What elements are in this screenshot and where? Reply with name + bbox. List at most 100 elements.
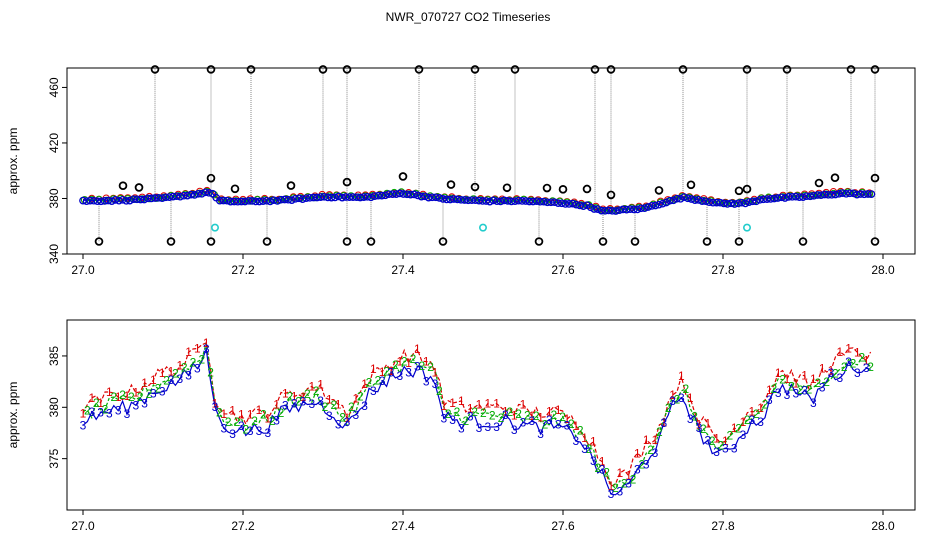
top-series-3-point bbox=[521, 197, 530, 205]
bottom-series-2-marker: 2 bbox=[190, 355, 197, 369]
top-series-3-point bbox=[683, 194, 692, 203]
top-series-3-point bbox=[395, 189, 404, 198]
top-series-3-point bbox=[579, 202, 588, 210]
bottom-series-3-marker: 3 bbox=[124, 407, 131, 421]
top-outlier-mid bbox=[542, 183, 552, 193]
bottom-series-3-marker: 3 bbox=[458, 422, 465, 436]
bottom-series-3-marker: 3 bbox=[449, 413, 456, 427]
top-series-3-point bbox=[323, 193, 332, 202]
top-series-3-point bbox=[251, 197, 260, 206]
bottom-series-3-marker: 3 bbox=[476, 421, 483, 435]
top-series-3-point bbox=[352, 193, 361, 202]
bottom-series-2-marker: 2 bbox=[753, 407, 760, 421]
top-series-3-point bbox=[741, 199, 750, 208]
bottom-series-2-marker: 2 bbox=[251, 414, 258, 428]
bottom-series-1-marker: 1 bbox=[238, 408, 245, 422]
bottom-series-2-marker: 2 bbox=[410, 352, 417, 366]
top-series-3-point bbox=[172, 192, 181, 201]
top-series-3-point bbox=[482, 197, 491, 205]
top-flagged-point bbox=[211, 223, 220, 232]
bottom-series-1-marker: 1 bbox=[616, 466, 623, 480]
top-outlier-high bbox=[414, 65, 424, 74]
top-series-3-point bbox=[539, 197, 548, 206]
top-series-3-point bbox=[381, 191, 390, 200]
bottom-series-3-marker: 3 bbox=[625, 477, 632, 491]
bottom-series-2-marker: 2 bbox=[172, 367, 179, 381]
bottom-series-3-marker: 3 bbox=[159, 385, 166, 399]
bottom-series-1-marker: 1 bbox=[608, 479, 615, 493]
bottom-series-1-marker: 1 bbox=[220, 407, 227, 421]
top-series-3-point bbox=[665, 196, 674, 205]
top-series-3-point bbox=[215, 196, 224, 205]
bottom-series-2-marker: 2 bbox=[286, 390, 293, 404]
top-series-3-point bbox=[287, 196, 296, 204]
bottom-series-1-marker: 1 bbox=[194, 342, 201, 356]
bottom-series-2-marker: 2 bbox=[797, 383, 804, 397]
top-outlier-mid bbox=[742, 184, 752, 194]
bottom-panel: approx. ppm 27.0 27.2 27.4 27.6 27.8 28.0 375 3… bbox=[6, 319, 916, 533]
top-series-3-point bbox=[637, 204, 645, 213]
top-series-2-point bbox=[390, 188, 398, 197]
bottom-series-2-marker: 2 bbox=[603, 466, 610, 480]
top-series-3-point bbox=[349, 193, 357, 201]
top-series-3-point bbox=[413, 191, 422, 200]
top-series-3-point bbox=[111, 196, 120, 204]
top-series-3-point bbox=[291, 194, 300, 203]
bottom-series-3-marker: 3 bbox=[581, 442, 588, 456]
top-series-3-point bbox=[777, 193, 786, 202]
top-series-3-point bbox=[795, 193, 804, 201]
top-outlier-high bbox=[870, 65, 880, 74]
top-outlier-mid bbox=[286, 181, 296, 190]
top-series-3-point bbox=[115, 196, 123, 205]
bottom-series-1-marker: 1 bbox=[748, 405, 755, 419]
bottom-series-3-marker: 3 bbox=[300, 395, 307, 409]
top-series-3-point bbox=[410, 190, 419, 199]
top-series-3-point bbox=[219, 196, 228, 205]
bottom-series-3-marker: 3 bbox=[704, 433, 711, 447]
top-series-3-point bbox=[197, 189, 206, 198]
bottom-series-3-marker: 3 bbox=[766, 393, 773, 407]
bottom-series-2-marker: 2 bbox=[770, 382, 777, 396]
top-series-3-point bbox=[590, 205, 599, 213]
top-flagged-point bbox=[742, 223, 751, 232]
top-series-3-point bbox=[370, 192, 379, 200]
top-series-3-point bbox=[377, 191, 386, 200]
top-outlier-high bbox=[206, 65, 216, 74]
top-outlier-mid bbox=[654, 186, 664, 195]
top-series-3-point bbox=[439, 195, 447, 203]
top-vertical-spikes bbox=[82, 69, 876, 242]
top-series-3-point bbox=[104, 196, 113, 205]
bottom-series-1-marker: 1 bbox=[511, 409, 518, 423]
bottom-series-2-marker: 2 bbox=[550, 408, 557, 422]
bottom-series-1-marker: 1 bbox=[564, 412, 571, 426]
top-series-3-point bbox=[169, 192, 177, 201]
top-series-3-point bbox=[867, 190, 876, 198]
top-outlier-mid bbox=[814, 178, 824, 188]
top-series-3-point bbox=[205, 188, 213, 197]
bottom-series-2-marker: 2 bbox=[814, 376, 821, 390]
bottom-x-tick-label: 27.8 bbox=[711, 519, 735, 533]
bottom-series-2-line bbox=[82, 343, 872, 489]
bottom-series-3-marker: 3 bbox=[599, 463, 606, 477]
bottom-series-2-marker: 2 bbox=[348, 400, 355, 414]
top-series-3-point bbox=[773, 194, 782, 202]
bottom-series-1-marker: 1 bbox=[106, 385, 113, 399]
top-series-3-point bbox=[626, 205, 635, 214]
bottom-series-3-marker: 3 bbox=[132, 398, 139, 412]
bottom-series-3-marker: 3 bbox=[546, 413, 553, 427]
top-series-3-point bbox=[568, 199, 577, 208]
bottom-series-3-marker: 3 bbox=[176, 372, 183, 386]
top-outlier-mid bbox=[686, 180, 696, 190]
bottom-series-3-marker: 3 bbox=[590, 454, 597, 468]
top-series-3-point bbox=[809, 191, 818, 200]
bottom-series-1-marker: 1 bbox=[273, 397, 280, 411]
top-series-3-point bbox=[788, 192, 797, 201]
top-series-3-point bbox=[755, 195, 764, 204]
bottom-series-2-marker: 2 bbox=[146, 387, 153, 401]
top-outlier-low bbox=[342, 237, 352, 246]
bottom-series-2-marker: 2 bbox=[515, 407, 522, 421]
bottom-series-3-marker: 3 bbox=[185, 369, 192, 383]
top-series-3-point bbox=[770, 194, 779, 203]
bottom-series-2-marker: 2 bbox=[735, 422, 742, 436]
bottom-series-3-marker: 3 bbox=[687, 412, 694, 426]
